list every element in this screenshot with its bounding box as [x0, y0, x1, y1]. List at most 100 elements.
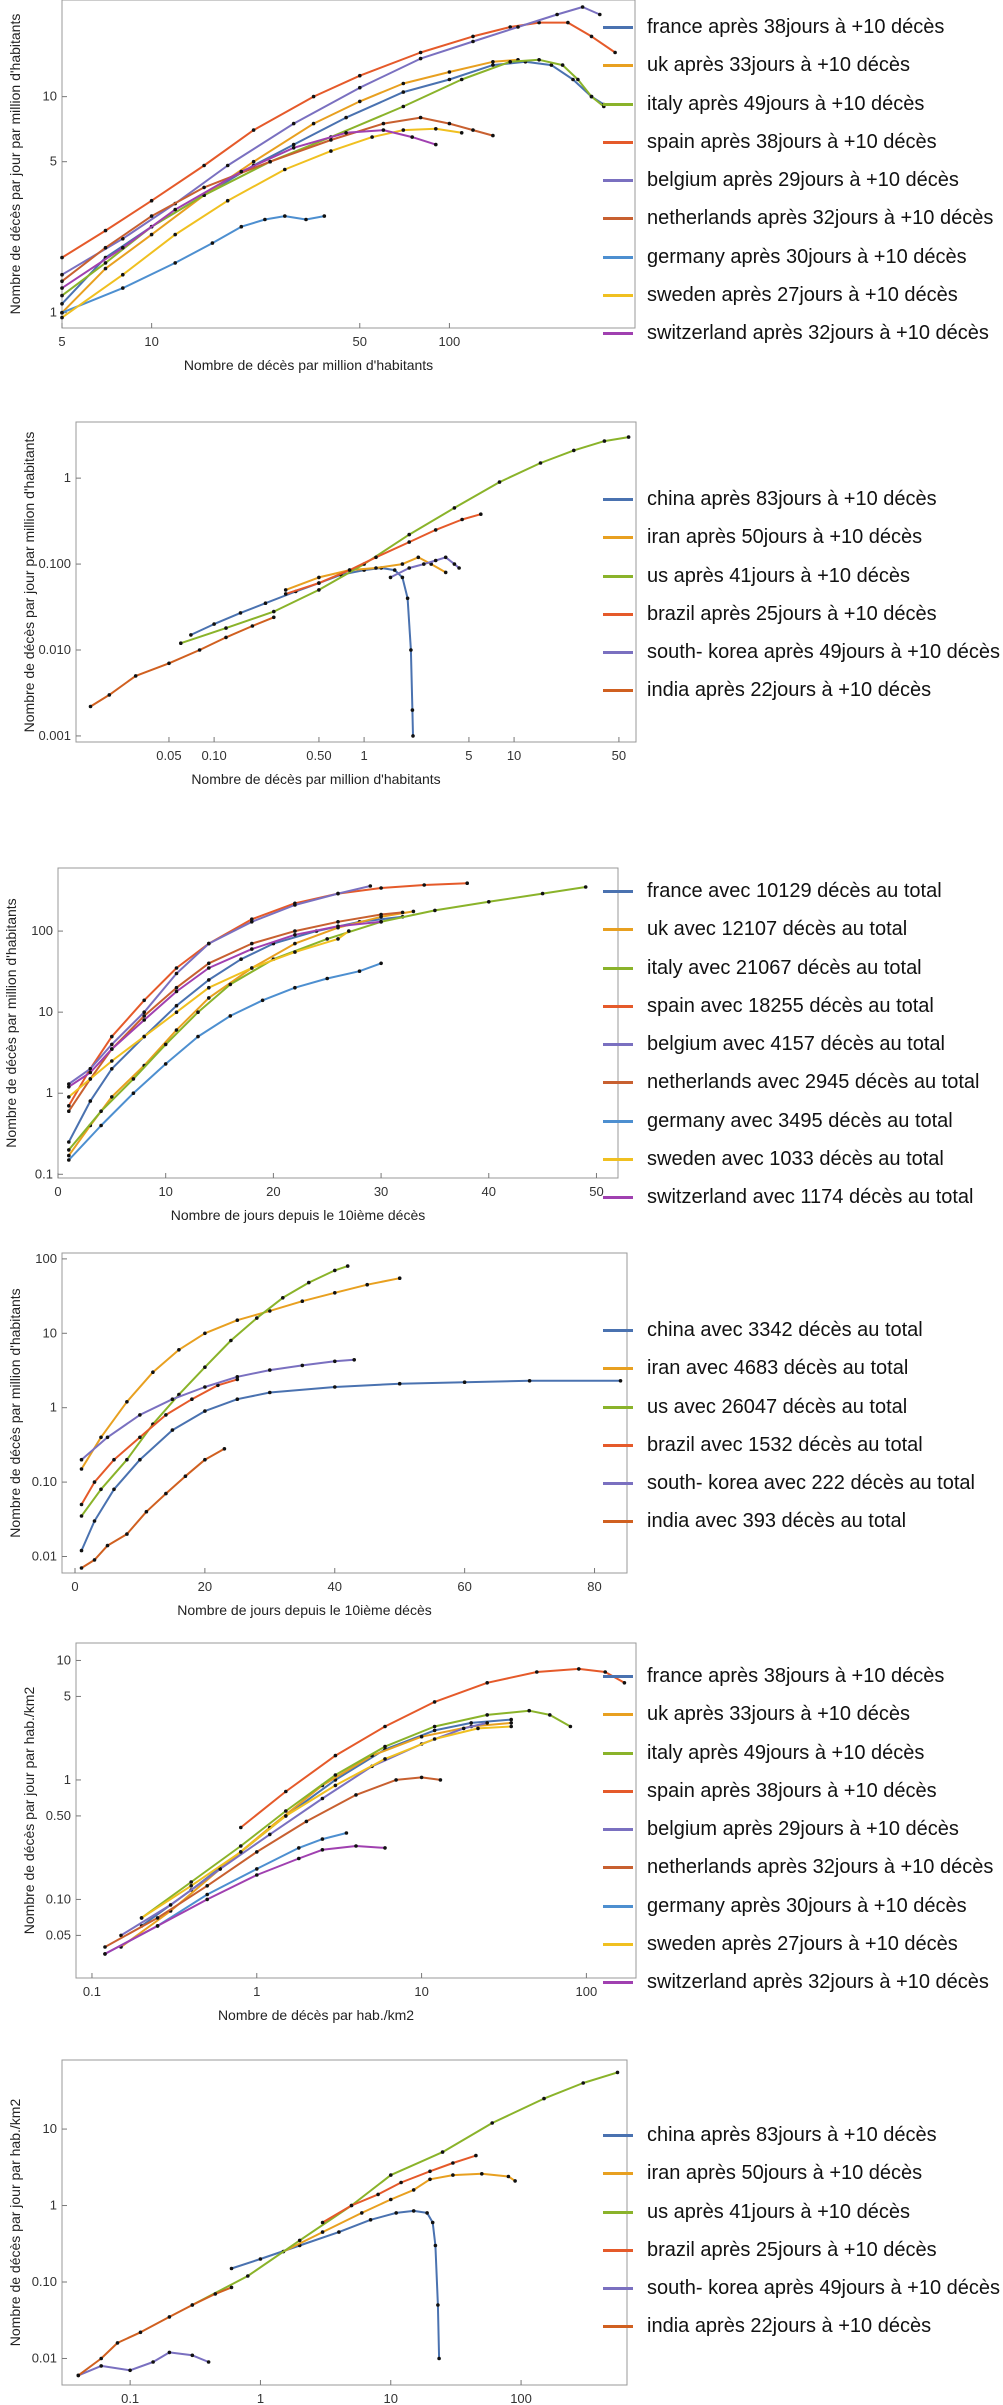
data-point: [258, 2257, 263, 2261]
data-point: [254, 1873, 259, 1877]
data-point: [392, 568, 397, 572]
data-point: [218, 1867, 222, 1871]
data-point: [307, 1280, 311, 1285]
data-point: [225, 198, 230, 203]
data-point: [419, 1775, 424, 1780]
data-point: [509, 1717, 513, 1722]
legend-label: us après 41jours à +10 décès: [647, 2200, 910, 2223]
legend-entry: france après 38jours à +10 décès: [603, 1657, 993, 1695]
series-line: [285, 513, 482, 595]
y-tick-label: 1: [50, 2198, 57, 2213]
legend-swatch: [603, 612, 633, 616]
data-point: [549, 63, 554, 67]
data-point: [506, 2174, 511, 2179]
x-tick-label: 40: [328, 1579, 342, 1594]
data-point: [476, 1726, 480, 1731]
data-point: [239, 1825, 243, 1830]
data-point: [580, 5, 585, 9]
plot-frame: [57, 867, 619, 1179]
data-point: [284, 1809, 288, 1813]
data-point: [300, 1299, 305, 1303]
data-point: [207, 941, 211, 946]
data-point: [263, 217, 267, 222]
data-point: [452, 562, 457, 566]
data-point: [491, 63, 495, 67]
data-point: [401, 128, 406, 132]
data-point: [239, 169, 244, 174]
x-tick-label: 0.10: [201, 748, 226, 763]
data-point: [487, 900, 491, 904]
data-point: [174, 989, 179, 994]
data-point: [138, 1435, 142, 1440]
data-point: [418, 115, 423, 120]
legend-swatch: [603, 651, 633, 655]
data-point: [67, 1148, 71, 1152]
legend-label: netherlands après 32jours à +10 décès: [647, 1856, 994, 1879]
series-line: [190, 567, 414, 736]
data-point: [379, 912, 383, 917]
data-point: [284, 1814, 288, 1818]
data-point: [207, 966, 211, 970]
data-point: [527, 1708, 531, 1713]
data-point: [344, 131, 348, 135]
legend-swatch: [603, 1520, 633, 1524]
x-tick-label: 10: [144, 334, 158, 349]
data-point: [347, 568, 352, 572]
data-point: [60, 286, 64, 290]
data-point: [432, 1728, 437, 1733]
x-tick-label: 60: [457, 1579, 471, 1594]
legend-swatch: [603, 966, 633, 970]
legend-swatch: [603, 332, 633, 336]
legend-label: sweden après 27jours à +10 décès: [647, 1933, 958, 1956]
data-point: [447, 70, 452, 74]
legend-entry: switzerland après 32jours à +10 décès: [603, 1963, 993, 2001]
data-point: [202, 163, 206, 168]
data-point: [425, 2211, 429, 2215]
x-tick-label: 1: [360, 748, 367, 763]
data-point: [144, 1509, 149, 1514]
data-point: [103, 1952, 107, 1956]
legend-swatch: [603, 498, 633, 501]
legend-label: netherlands avec 2945 décès au total: [647, 1071, 980, 1094]
data-point: [167, 661, 171, 666]
x-tick-label: 20: [266, 1184, 280, 1199]
y-tick-label: 0.05: [46, 1927, 71, 1942]
legend-entry: italy avec 21067 décès au total: [603, 949, 979, 987]
data-point: [174, 971, 179, 976]
data-point: [235, 1377, 240, 1382]
data-point: [465, 881, 470, 885]
legend-swatch: [603, 1675, 633, 1678]
data-point: [471, 34, 475, 39]
legend-label: uk avec 12107 décès au total: [647, 918, 908, 941]
data-point: [92, 1480, 97, 1484]
data-point: [602, 104, 606, 109]
series-line: [61, 21, 616, 259]
legend-label: brazil avec 1532 décès au total: [647, 1433, 923, 1456]
data-point: [131, 1077, 136, 1081]
data-point: [333, 1753, 338, 1758]
series-line: [80, 1277, 400, 1470]
data-point: [368, 884, 373, 888]
x-axis-label: Nombre de décès par hab./km2: [218, 2007, 414, 2023]
data-point: [622, 1681, 627, 1685]
chart-3-legend: france avec 10129 décès au total uk avec …: [603, 872, 979, 1217]
x-tick-label: 100: [576, 1984, 598, 1999]
data-point: [374, 555, 378, 560]
data-point: [272, 615, 276, 620]
data-point: [333, 1385, 337, 1389]
data-point: [365, 1282, 370, 1287]
data-point: [433, 908, 437, 913]
data-point: [203, 1365, 207, 1369]
data-point: [430, 2220, 435, 2225]
legend-label: iran après 50jours à +10 décès: [647, 2162, 923, 2185]
data-point: [429, 562, 434, 566]
data-point: [419, 1734, 424, 1739]
legend-swatch: [603, 140, 633, 144]
data-point: [451, 2173, 455, 2177]
data-point: [213, 2292, 218, 2296]
data-point: [358, 73, 362, 78]
legend-swatch: [603, 294, 633, 298]
legend-label: switzerland après 32jours à +10 décès: [647, 322, 989, 345]
plot-frame: [61, 1252, 628, 1574]
y-tick-label: 10: [43, 1325, 57, 1340]
